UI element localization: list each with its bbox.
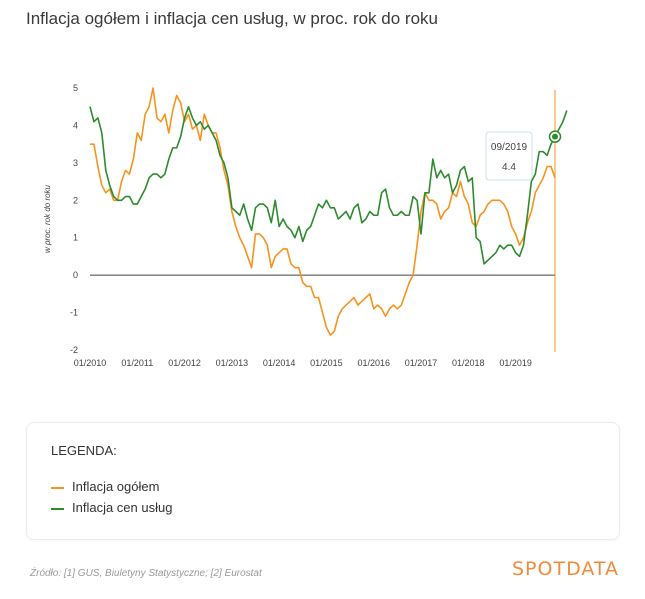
x-tick-label: 01/2013 <box>216 358 249 368</box>
legend-swatch-orange <box>51 486 64 489</box>
x-tick-label: 01/2011 <box>121 358 153 368</box>
tooltip: 09/2019 4.4 <box>485 131 533 181</box>
legend-item-inflacja-cen-uslug[interactable]: Inflacja cen usług <box>51 500 172 515</box>
tooltip-box <box>485 131 533 181</box>
y-tick-label: 4 <box>73 120 78 130</box>
legend-swatch-green <box>51 507 64 510</box>
y-tick-label: -1 <box>70 308 78 318</box>
series-line-inflacja-cen-uslug[interactable] <box>89 105 568 265</box>
tooltip-value: 4.4 <box>502 162 516 173</box>
y-tick-label: 1 <box>73 233 78 243</box>
hover-marker <box>548 130 562 143</box>
y-tick-label: 3 <box>73 158 78 168</box>
x-tick-label: 01/2015 <box>310 358 343 368</box>
x-tick-label: 01/2010 <box>74 358 107 368</box>
y-tick-label: 5 <box>73 83 78 93</box>
legend-title: LEGENDA: <box>51 443 117 458</box>
legend: LEGENDA: Inflacja ogółem Inflacja cen us… <box>26 422 620 540</box>
x-axis-ticks: 01/2010 01/2011 01/2012 01/2013 01/2014 01/20… <box>74 358 532 368</box>
series-line-inflacja-ogolem[interactable] <box>90 87 556 336</box>
y-axis-label: w proc. rok do roku <box>43 184 52 253</box>
brand-logo[interactable]: SPOTDATA <box>512 558 620 580</box>
x-tick-label: 01/2016 <box>357 358 390 368</box>
hover-marker-dot <box>552 133 558 140</box>
y-tick-label: -2 <box>70 345 78 355</box>
legend-label: Inflacja cen usług <box>72 500 173 515</box>
x-tick-label: 01/2019 <box>499 358 532 368</box>
source-note: Źródło: [1] GUS, Biuletyny Statystyczne;… <box>30 568 262 579</box>
tooltip-date: 09/2019 <box>491 142 528 153</box>
series-lines <box>89 87 568 336</box>
x-tick-label: 01/2017 <box>405 358 438 368</box>
x-tick-label: 01/2012 <box>168 358 201 368</box>
x-tick-label: 01/2014 <box>263 358 296 368</box>
legend-item-inflacja-ogolem[interactable]: Inflacja ogółem <box>51 479 159 494</box>
legend-label: Inflacja ogółem <box>72 479 160 494</box>
chart-title: Inflacja ogółem i inflacja cen usług, w … <box>26 9 438 28</box>
x-tick-label: 01/2018 <box>452 358 485 368</box>
y-tick-label: 0 <box>73 270 78 280</box>
y-axis-ticks: -2 -1 0 1 2 3 4 5 <box>70 83 78 355</box>
y-tick-label: 2 <box>73 195 78 205</box>
